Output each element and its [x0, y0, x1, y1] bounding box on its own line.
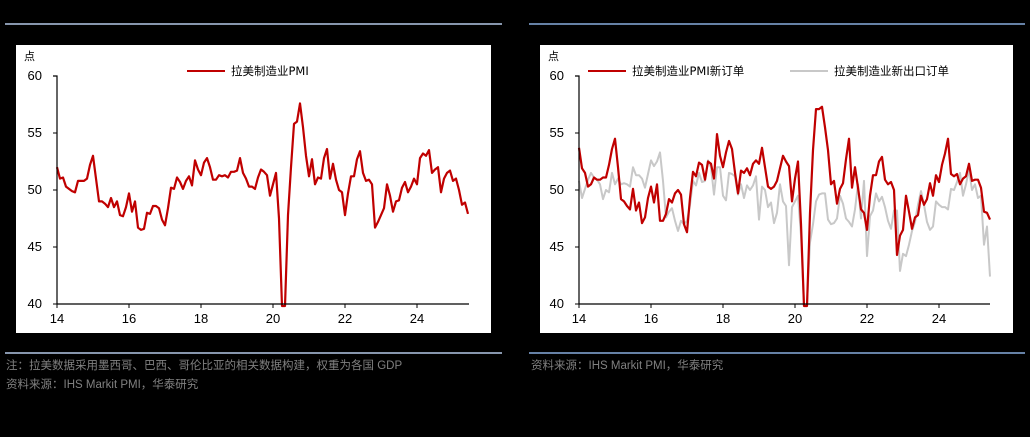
y-tick-label: 45	[549, 239, 564, 254]
x-tick-label: 14	[571, 311, 587, 326]
left-legend-label-pmi: 拉美制造业PMI	[231, 64, 309, 78]
left-bottom-rule	[5, 352, 502, 354]
right-bottom-rule	[529, 352, 1025, 354]
right-legend-export-orders: 拉美制造业新出口订单	[790, 63, 949, 79]
right-chart-panel: 点 拉美制造业PMI新订单 拉美制造业新出口订单 40 45 50 55 60 14 16 1…	[540, 45, 1013, 333]
x-tick-label: 20	[787, 311, 803, 326]
right-legend-label-export-orders: 拉美制造业新出口订单	[834, 64, 949, 78]
y-tick-label: 40	[27, 296, 42, 311]
x-tick-label: 18	[193, 311, 209, 326]
right-legend-swatch-export-orders	[790, 70, 828, 72]
y-tick-label: 60	[27, 68, 42, 83]
x-tick-label: 18	[715, 311, 731, 326]
left-chart-panel: 点 拉美制造业PMI 40 45 50 55 60 14 16 18 20 22 24	[16, 45, 491, 333]
x-tick-label: 24	[931, 311, 947, 326]
right-top-rule	[529, 23, 1025, 25]
series-line	[577, 105, 992, 308]
right-source-note: 资料来源：IHS Markit PMI，华泰研究	[531, 360, 724, 372]
right-y-unit-label: 点	[548, 50, 559, 63]
right-line-chart	[575, 75, 992, 308]
left-top-rule	[5, 23, 502, 25]
x-tick-label: 14	[49, 311, 65, 326]
left-line-chart	[53, 75, 470, 308]
x-tick-label: 22	[337, 311, 353, 326]
y-tick-label: 55	[549, 125, 564, 140]
y-tick-label: 55	[27, 125, 42, 140]
y-tick-label: 60	[549, 68, 564, 83]
y-tick-label: 50	[27, 182, 42, 197]
left-footnote: 注：拉美数据采用墨西哥、巴西、哥伦比亚的相关数据构建，权重为各国 GDP	[6, 360, 403, 372]
y-tick-label: 50	[549, 182, 564, 197]
series-line	[55, 102, 470, 308]
x-tick-label: 22	[859, 311, 875, 326]
series-line	[578, 151, 991, 307]
x-tick-label: 20	[265, 311, 281, 326]
y-tick-label: 45	[27, 239, 42, 254]
right-legend-new-orders: 拉美制造业PMI新订单	[588, 63, 744, 79]
right-legend-label-new-orders: 拉美制造业PMI新订单	[632, 64, 745, 78]
x-tick-label: 24	[409, 311, 425, 326]
left-source-note: 资料来源：IHS Markit PMI，华泰研究	[6, 379, 199, 391]
left-legend-swatch-pmi	[187, 70, 225, 72]
left-legend: 拉美制造业PMI	[187, 63, 309, 79]
right-legend-swatch-new-orders	[588, 70, 626, 72]
x-tick-label: 16	[643, 311, 659, 326]
left-y-unit-label: 点	[24, 50, 35, 63]
y-tick-label: 40	[549, 296, 564, 311]
x-tick-label: 16	[121, 311, 137, 326]
